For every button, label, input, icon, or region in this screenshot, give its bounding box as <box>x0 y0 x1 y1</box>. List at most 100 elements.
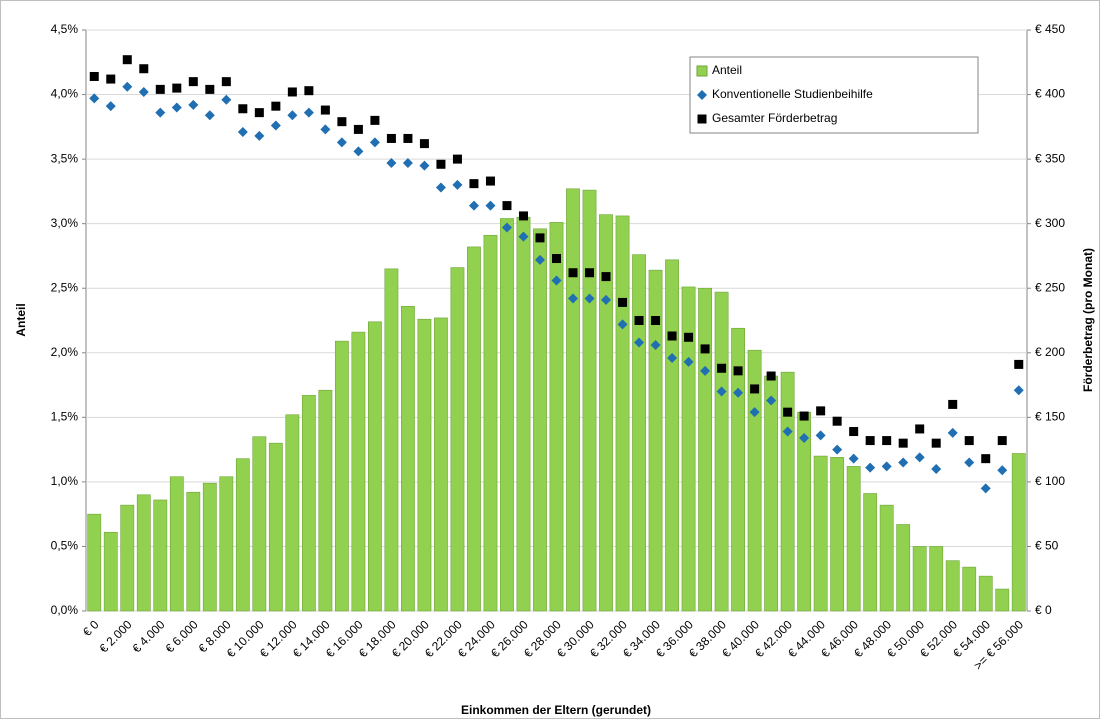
diamond-marker <box>237 126 248 137</box>
bar <box>450 267 465 612</box>
square-marker <box>931 438 941 448</box>
diamond-marker <box>320 124 331 135</box>
bar <box>202 482 217 612</box>
diamond-marker <box>865 462 876 473</box>
bar <box>401 305 415 612</box>
bar <box>87 513 102 612</box>
diamond-marker <box>782 426 793 437</box>
bar <box>714 291 729 612</box>
diamond-marker <box>551 275 562 286</box>
square-marker <box>452 154 462 164</box>
diamond-marker <box>138 86 149 97</box>
square-marker <box>1014 359 1024 369</box>
square-marker <box>700 344 710 354</box>
bar <box>136 494 151 612</box>
diamond-marker <box>700 365 711 376</box>
square-marker <box>634 316 644 325</box>
y2-tick-label: € 250 <box>1035 280 1065 294</box>
bar <box>1011 453 1026 612</box>
square-marker <box>238 104 248 114</box>
bar <box>434 317 448 612</box>
diamond-marker <box>353 146 364 157</box>
bar <box>120 504 135 612</box>
diamond-marker <box>468 200 479 211</box>
y-tick-label: 4,0% <box>51 87 79 101</box>
bar <box>533 228 547 612</box>
bar <box>417 318 432 612</box>
diamond-marker <box>947 427 958 438</box>
square-marker <box>717 363 727 373</box>
square-marker <box>353 124 363 134</box>
diamond-marker <box>518 231 529 242</box>
square-marker <box>585 268 595 278</box>
square-marker <box>783 407 793 417</box>
bar <box>219 476 234 612</box>
diamond-marker <box>221 94 232 105</box>
bar <box>153 499 168 612</box>
square-marker <box>419 139 429 149</box>
square-marker <box>221 77 231 87</box>
y2-tick-label: € 300 <box>1035 216 1065 230</box>
diamond-marker <box>980 483 991 494</box>
square-marker <box>750 384 760 394</box>
diamond-marker <box>303 107 314 118</box>
square-marker <box>667 331 677 341</box>
diamond-marker <box>617 319 628 330</box>
square-marker <box>304 86 314 96</box>
bar <box>764 375 779 612</box>
bar <box>599 214 613 612</box>
square-marker <box>370 115 380 125</box>
diamond-marker <box>964 457 975 468</box>
square-marker <box>254 108 264 118</box>
legend-label: Gesamter Förderbetrag <box>712 111 837 125</box>
bar <box>334 340 349 612</box>
square-marker <box>882 436 892 446</box>
bar <box>384 268 399 612</box>
diamond-marker <box>254 130 265 141</box>
diamond-marker <box>997 465 1008 476</box>
y-tick-label: 2,0% <box>51 345 79 359</box>
square-marker <box>601 272 611 282</box>
square-marker <box>205 84 215 94</box>
bar <box>962 566 977 612</box>
bar <box>665 259 679 612</box>
square-marker <box>865 436 875 446</box>
bar <box>648 269 663 612</box>
y2-tick-label: € 350 <box>1035 151 1065 165</box>
square-marker <box>469 179 479 189</box>
bar <box>615 215 630 612</box>
diamond-marker <box>89 93 100 104</box>
square-marker <box>552 254 561 264</box>
square-marker <box>568 268 578 278</box>
square-marker <box>948 399 958 409</box>
y2-tick-label: € 200 <box>1035 345 1065 359</box>
diamond-marker <box>204 110 215 121</box>
bar <box>252 436 267 612</box>
diamond-marker <box>485 200 496 211</box>
y2-tick-label: € 400 <box>1035 87 1065 101</box>
bar <box>318 389 333 612</box>
diamond-marker <box>683 356 694 367</box>
diamond-marker <box>435 182 446 193</box>
legend-swatch <box>697 90 707 100</box>
bar <box>747 349 762 612</box>
bar <box>896 524 911 612</box>
square-marker <box>436 159 446 169</box>
y-tick-label: 2,5% <box>51 280 79 294</box>
square-marker <box>766 371 776 381</box>
square-marker <box>502 201 512 211</box>
bar <box>731 327 745 612</box>
square-marker <box>915 424 925 434</box>
bar <box>632 254 646 612</box>
square-marker <box>684 332 694 342</box>
square-marker <box>139 64 149 74</box>
square-marker <box>337 117 347 127</box>
bar <box>285 414 300 612</box>
legend-label: Konventionelle Studienbeihilfe <box>712 87 873 101</box>
square-marker <box>403 133 413 143</box>
diamond-marker <box>419 160 430 171</box>
diamond-marker <box>369 137 380 148</box>
bar <box>978 575 993 612</box>
bar <box>186 491 201 612</box>
